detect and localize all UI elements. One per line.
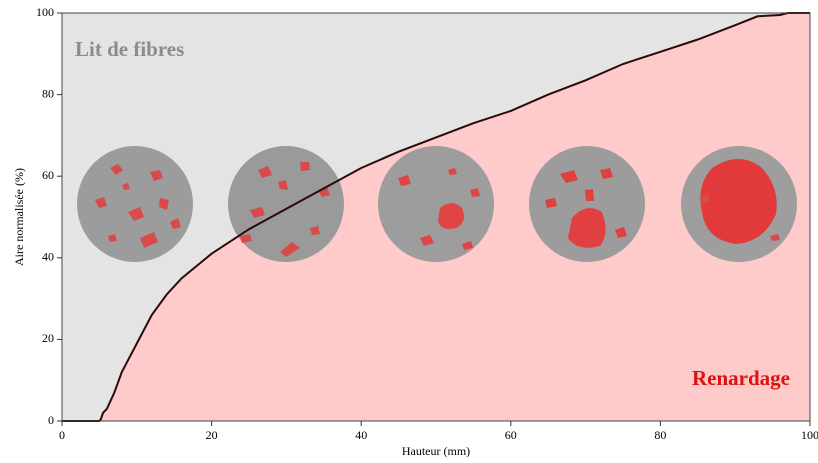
- curve: [62, 12, 810, 422]
- y-tick-label: 20: [42, 331, 54, 345]
- y-tick-label: 80: [42, 86, 54, 100]
- x-axis-label: Hauteur (mm): [402, 444, 470, 458]
- sample-image: [681, 146, 797, 262]
- x-tick-label: 100: [801, 428, 818, 442]
- sample-image: [529, 146, 645, 262]
- y-tick-label: 60: [42, 168, 54, 182]
- plot-frame: [61, 12, 811, 422]
- y-tick-label: 100: [36, 5, 54, 19]
- y-tick-label: 0: [48, 413, 54, 427]
- x-tick-label: 0: [59, 428, 65, 442]
- sample-image: [378, 146, 494, 262]
- x-tick-label: 60: [505, 428, 517, 442]
- x-tick-label: 80: [654, 428, 666, 442]
- sample-images: [77, 146, 797, 262]
- sample-image: [77, 146, 193, 262]
- x-tick-label: 20: [206, 428, 218, 442]
- annotation: Lit de fibres: [75, 37, 184, 61]
- annotation: Renardage: [692, 366, 790, 390]
- y-tick-label: 40: [42, 250, 54, 264]
- sample-image: [228, 146, 344, 262]
- y-axis-label: Aire normalisée (%): [12, 168, 26, 266]
- x-tick-label: 40: [355, 428, 367, 442]
